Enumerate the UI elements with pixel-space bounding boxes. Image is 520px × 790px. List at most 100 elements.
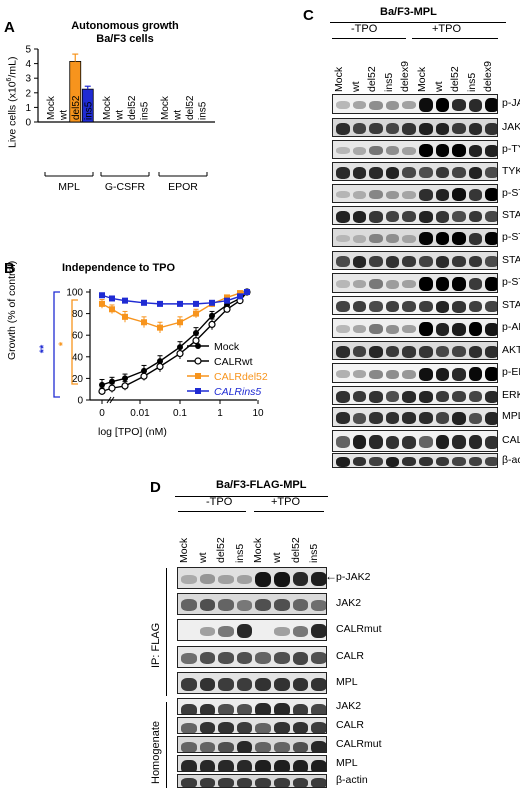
band: [485, 98, 497, 112]
band: [199, 627, 216, 636]
band: [452, 232, 466, 245]
blot-label-p-STAT3: p-STAT3: [502, 230, 520, 243]
band: [369, 146, 383, 155]
band: [274, 778, 290, 787]
band: [485, 232, 497, 245]
band: [352, 346, 367, 357]
point-Mock: [193, 330, 199, 337]
band: [468, 211, 483, 222]
band: [369, 190, 383, 199]
band: [369, 435, 383, 449]
band: [402, 191, 416, 199]
d-lane-label: wt: [271, 552, 283, 564]
x-tick-label: 0.1: [173, 408, 187, 419]
band: [485, 211, 497, 222]
band: [181, 704, 197, 714]
blot-strip-hom-β-actin: [177, 774, 327, 788]
blot-strip-STAT3: [332, 251, 498, 270]
band: [352, 101, 367, 109]
point-CALRdel52: [177, 319, 183, 326]
x-tick-label: 1: [217, 408, 223, 419]
lane-label-wt: wt: [172, 110, 183, 121]
band: [236, 678, 253, 691]
band: [336, 123, 350, 135]
band: [402, 325, 416, 333]
band: [402, 412, 416, 424]
x-tick-label: 0.01: [130, 408, 150, 419]
band: [485, 145, 497, 157]
band: [292, 599, 309, 611]
d-lane-label: wt: [196, 552, 209, 564]
point-CALRdel52: [109, 306, 115, 313]
sig-label-blue: **: [38, 344, 50, 353]
blot-label-JAK2: JAK2: [502, 120, 520, 133]
band: [435, 277, 450, 291]
point-CALRdel52: [237, 290, 243, 297]
band: [311, 624, 326, 638]
band: [311, 741, 326, 752]
band: [452, 346, 466, 357]
band: [255, 599, 271, 611]
point-CALRwt: [140, 372, 148, 380]
panel-b-xlabel: log [TPO] (nM): [98, 426, 167, 438]
band: [218, 760, 234, 771]
blot-strip-p-ERK: [332, 363, 498, 383]
lane-label-Mock: Mock: [46, 95, 57, 120]
band: [435, 368, 450, 381]
band: [311, 704, 326, 714]
blot-label-AKT: AKT: [502, 343, 520, 356]
band: [236, 704, 253, 714]
point-CALRins5: [244, 289, 250, 295]
blot-label-p-STAT1: p-STAT1: [502, 186, 520, 199]
blot-label-p-AKT: p-AKT: [502, 321, 520, 333]
group-label-G-CSFR: G-CSFR: [105, 181, 146, 193]
band: [468, 256, 483, 267]
point-CALRdel52: [157, 324, 163, 331]
band: [485, 436, 497, 449]
band: [385, 191, 400, 199]
band: [336, 301, 350, 312]
band: [385, 256, 400, 268]
band: [369, 370, 383, 379]
band: [336, 256, 350, 267]
x-tick-label: 10: [252, 408, 264, 419]
band: [485, 301, 497, 312]
band: [255, 778, 271, 787]
band: [292, 652, 309, 665]
band: [435, 391, 450, 402]
band: [419, 346, 433, 358]
band: [435, 123, 450, 135]
band: [352, 167, 367, 179]
band: [336, 235, 350, 242]
band: [385, 123, 400, 134]
band: [181, 653, 197, 664]
band: [181, 723, 197, 733]
band: [402, 370, 416, 379]
blot-strip-p-STAT3: [332, 228, 498, 247]
band: [402, 391, 416, 403]
point-CALRwt: [98, 387, 106, 395]
band: [419, 301, 433, 312]
band: [452, 188, 466, 201]
band: [468, 233, 483, 245]
band: [435, 412, 450, 424]
x-tick-label: 0: [99, 408, 105, 419]
panel-c-cond-neg: -TPO: [351, 23, 378, 35]
band: [218, 778, 234, 787]
band: [292, 678, 309, 691]
point-CALRins5: [224, 297, 230, 304]
y-tick-label: 4: [25, 59, 31, 70]
band: [452, 412, 466, 425]
band: [385, 211, 400, 222]
blot-label-p-JAK2: p-JAK2: [502, 97, 520, 109]
blot-label-TYK2: TYK2: [502, 164, 520, 177]
blot-strip-ip-CALR: [177, 646, 327, 668]
band: [352, 211, 367, 223]
band: [352, 123, 367, 134]
blot-label-MPL: MPL: [502, 410, 520, 422]
band: [485, 256, 497, 267]
lane-label-Mock: Mock: [102, 95, 113, 120]
blot-strip-ip-JAK2: [177, 593, 327, 615]
